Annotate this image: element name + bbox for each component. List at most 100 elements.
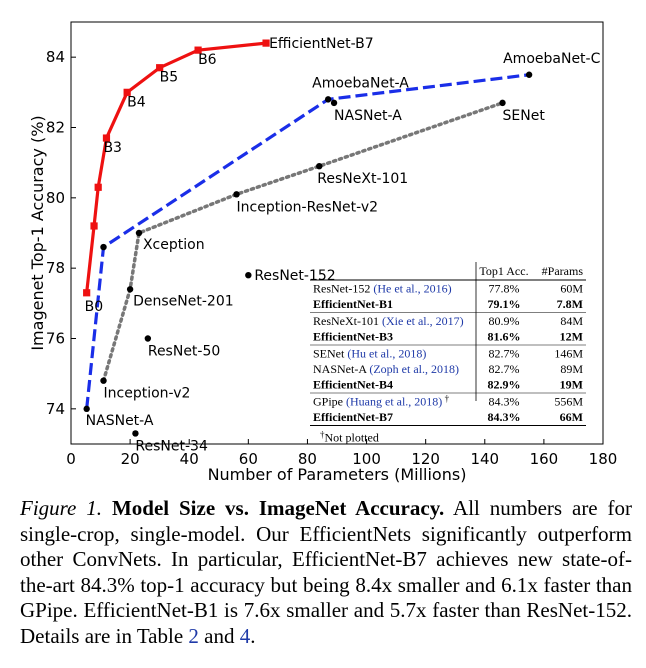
point-label: AmoebaNet-C [503,51,600,67]
table-model-name: EfficientNet-B3 [313,330,393,344]
table-dagger: † [442,394,449,404]
efficientnet-marker [102,134,111,142]
model-dot [499,99,506,107]
y-tick-label: 78 [46,259,65,277]
x-tick-label: 80 [298,450,317,468]
point-label: ResNet-50 [148,344,220,360]
table-model-name: SENet [313,347,345,361]
figure-caption: Figure 1. Model Size vs. ImageNet Accura… [20,496,632,650]
model-dot [324,96,332,103]
table-params: 146M [554,347,583,361]
table-params: 66M [560,410,583,424]
caption-ref-table-4[interactable]: 4 [239,623,251,648]
point-label: B4 [127,94,146,110]
x-tick-label: 0 [66,450,76,468]
table-row-name: EfficientNet-B7 [313,410,393,424]
x-tick-label: 100 [352,450,381,468]
efficientnet-marker [83,289,91,297]
point-labels: B0 B3 B4 B5 B6 EfficientNet-B7 NASNet-A AmoebaN… [85,36,601,454]
point-label: AmoebaNet-A [312,75,409,91]
table-acc: 82.7% [489,362,520,376]
table-row-name: EfficientNet-B4 [313,378,393,392]
series-line-efficientnet [85,41,267,293]
table-citation[interactable]: (Zoph et al., 2018) [366,362,459,376]
table-model-name: NASNet-A [313,362,367,376]
model-dot [525,71,533,78]
model-dot [135,229,143,237]
table-acc: 80.9% [489,314,520,328]
table-model-name: EfficientNet-B1 [313,297,393,311]
table-model-name: ResNet-152 [313,282,370,296]
point-label: ResNet-34 [135,438,208,454]
point-label: SENet [503,108,546,124]
table-citation[interactable]: (Hu et al., 2018) [344,347,426,361]
table-row-name: GPipe (Huang et al., 2018) † [313,394,450,409]
table-model-name: GPipe [313,395,343,409]
table-acc: 81.6% [488,330,521,344]
y-tick-label: 82 [46,119,65,137]
model-dot [245,272,252,279]
model-dot [144,335,152,342]
table-params: 84M [560,314,583,328]
table-citation[interactable]: (Xie et al., 2017) [379,314,464,328]
table-acc: 79.1% [488,297,521,311]
point-label: EfficientNet-B7 [269,36,374,52]
y-axis-title: Imagenet Top-1 Accuracy (%) [28,115,47,350]
point-label: Inception-v2 [104,386,191,402]
caption-text-and: and [204,623,235,648]
point-label: Xception [143,237,205,253]
efficientnet-marker [194,46,202,54]
table-params: 556M [554,395,583,409]
table-model-name: ResNeXt-101 [313,314,379,328]
table-citation[interactable]: (Huang et al., 2018) [343,395,442,409]
table-params: 12M [560,330,583,344]
table-footnote-mark: † [320,430,325,440]
caption-ref-table-2[interactable]: 2 [188,623,199,648]
table-footnote: †Not plotted [320,430,379,445]
x-tick-label: 120 [411,450,440,468]
efficientnet-marker [123,88,131,96]
model-dot [330,99,338,107]
table-header-acc: Top1 Acc. [479,264,528,278]
table-row-name: EfficientNet-B1 [313,297,393,311]
point-label: ResNeXt-101 [317,171,408,187]
model-dot [126,286,134,293]
series-line-nas-convnets [85,73,530,409]
x-axis-title: Number of Parameters (Millions) [208,465,467,484]
table-acc: 82.9% [488,378,521,392]
model-dot [100,243,107,251]
efficientnet-marker [90,222,98,230]
efficientnet-marker [262,39,270,47]
y-tick-label: 84 [46,48,65,66]
x-tick-label: 160 [530,450,559,468]
model-dot [100,377,107,384]
point-label: B0 [85,299,104,315]
y-tick-label: 80 [46,189,65,207]
table-citation[interactable]: (He et al., 2016) [370,282,451,296]
table-params: 89M [560,362,583,376]
table-row-name: SENet (Hu et al., 2018) [313,347,426,361]
x-tick-label: 60 [239,450,258,468]
table-row-name: ResNeXt-101 (Xie et al., 2017) [313,314,464,328]
efficientnet-marker [156,64,164,72]
caption-text: All numbers are for single-crop, single-… [20,496,633,648]
x-tick-label: 180 [589,450,618,468]
plot-area [70,21,604,445]
point-label: NASNet-A [86,413,154,429]
series-line-handcrafted-convnets [101,101,505,383]
table-model-name: EfficientNet-B7 [313,410,393,424]
plot-frame [70,21,604,445]
table-model-name: EfficientNet-B4 [313,378,393,392]
point-label: NASNet-A [334,108,402,124]
table-row-name: EfficientNet-B3 [313,330,393,344]
x-tick-label: 20 [121,450,140,468]
model-dot [83,405,90,413]
model-dot [233,191,240,198]
table-params: 7.8M [557,297,583,311]
point-label: B5 [160,70,179,86]
series [83,39,533,437]
table-acc: 84.3% [489,395,520,409]
point-label: B3 [103,140,122,156]
model-dot [316,162,323,170]
